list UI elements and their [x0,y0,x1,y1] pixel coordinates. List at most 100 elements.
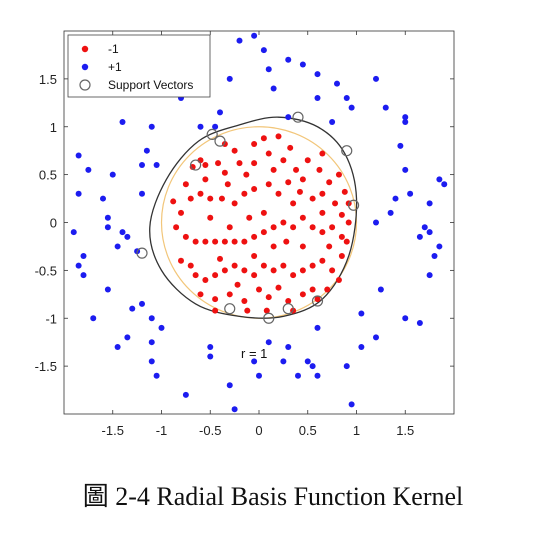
pos-point [217,109,223,116]
neg-point [260,209,267,216]
neg-point [241,238,248,245]
pos-point [436,176,443,183]
pos-point [148,358,155,365]
neg-point [231,147,238,154]
pos-point [426,229,433,236]
neg-point [212,238,219,245]
pos-point [119,229,126,236]
support-vector-marker [224,303,236,315]
neg-point [243,171,250,178]
pos-point [358,310,365,317]
pos-point [314,95,321,102]
pos-point [148,339,155,346]
neg-point [280,157,287,164]
neg-point [182,181,189,188]
support-vector-marker [263,312,275,324]
pos-point [75,262,82,269]
neg-point [263,307,270,314]
neg-point [299,291,306,298]
neg-point [207,214,214,221]
pos-point [441,181,448,188]
pos-point [373,75,379,82]
neg-point [212,272,219,279]
pos-point [158,324,165,331]
pos-point [114,243,121,250]
y-tick-label: 1.5 [39,72,57,87]
pos-point [85,166,92,173]
pos-point [416,320,423,327]
pos-point [436,243,443,250]
neg-point [251,272,258,279]
neg-point [319,209,326,216]
pos-point [124,233,131,240]
pos-point [104,286,111,293]
pos-point [251,32,258,39]
neg-point [241,190,248,197]
neg-point [226,291,233,298]
x-tick-label: -1 [156,423,168,438]
legend-pos-label: +1 [108,60,122,74]
neg-point [221,267,228,274]
neg-point [197,190,204,197]
neg-point [324,286,331,293]
neg-point [251,185,258,192]
y-tick-label: 0 [50,216,57,231]
neg-point [287,144,294,151]
neg-point [280,219,287,226]
neg-point [260,229,267,236]
pos-point [416,233,423,240]
pos-point [153,372,160,379]
neg-point [241,267,248,274]
neg-point [256,286,262,293]
neg-point [319,229,326,236]
pos-point [100,195,106,202]
pos-point [373,219,379,226]
pos-point [426,272,433,279]
pos-point [139,162,145,169]
pos-point [80,272,87,279]
neg-point [332,200,339,207]
pos-point [75,190,82,197]
data-marks [70,32,448,413]
neg-point [319,190,326,197]
neg-point [178,257,184,264]
y-tick-label: 0.5 [39,168,57,183]
pos-point [104,224,111,231]
pos-point [80,253,87,260]
pos-point [309,363,316,370]
neg-point [234,281,241,288]
y-tick-label: 1 [50,120,57,135]
pos-point [129,305,136,312]
neg-point [265,150,272,157]
pos-point [421,224,428,231]
pos-point [104,214,111,221]
pos-point [407,190,414,197]
neg-point [296,188,303,195]
y-tick-label: -1.5 [35,359,57,374]
neg-point [326,179,333,186]
annotation-text: r = 1 [241,346,267,361]
pos-point [207,343,214,350]
pos-point [402,315,409,322]
neg-point [260,262,267,269]
pos-point [90,315,97,322]
neg-point [270,224,277,231]
neg-point [231,262,238,269]
legend-sv-marker [79,79,91,91]
pos-point [314,71,321,78]
pos-point [382,104,389,111]
neg-point [251,160,258,167]
neg-point [280,262,287,269]
pos-point [295,372,301,379]
pos-point [143,147,150,154]
x-tick-label: 0.5 [299,423,317,438]
neg-point [215,160,222,167]
legend: -1 +1 Support Vectors [67,34,211,98]
neg-point [293,166,300,173]
pos-point [329,118,336,125]
neg-point [275,190,282,197]
neg-point [338,233,345,240]
decision-boundary [149,116,358,319]
neg-point [207,195,214,202]
neg-point [236,160,243,167]
